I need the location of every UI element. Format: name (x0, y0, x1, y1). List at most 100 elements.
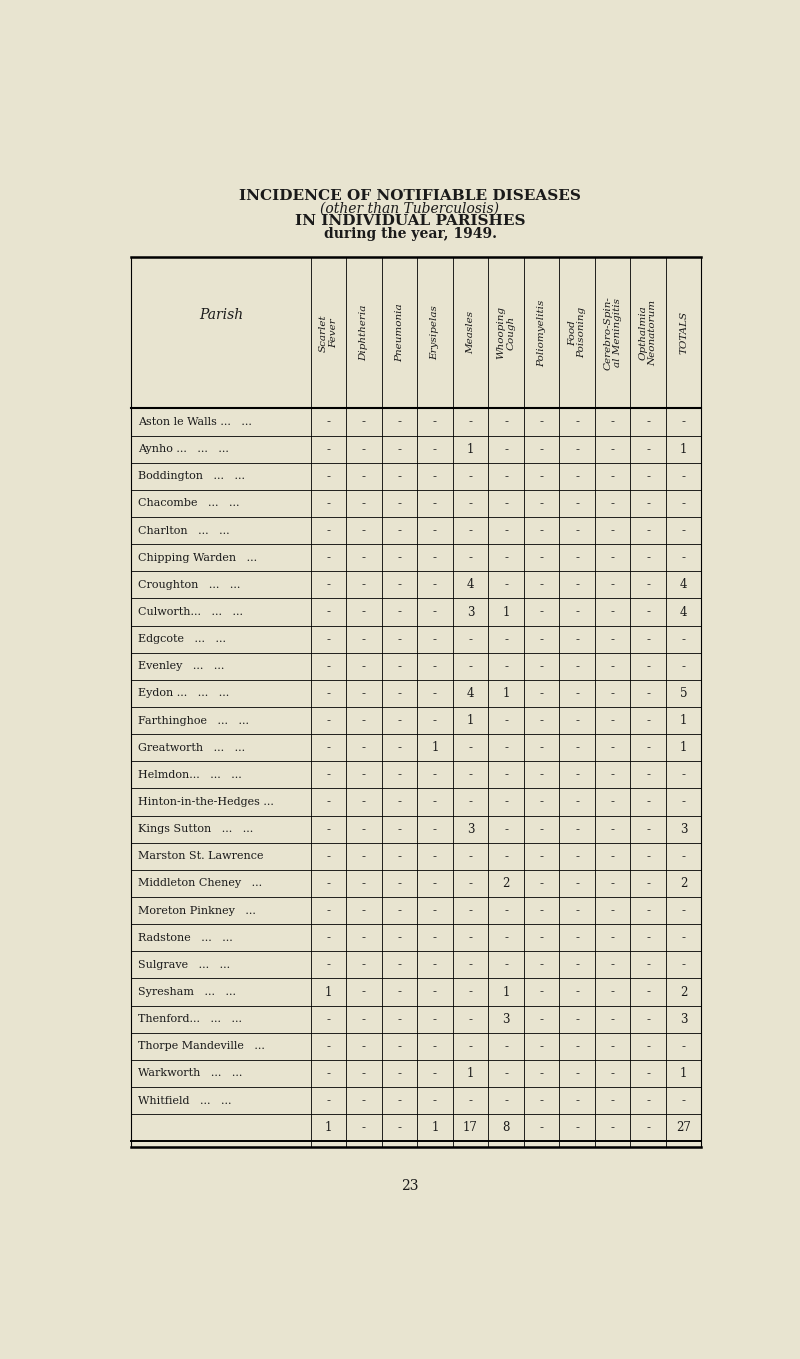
Text: 1: 1 (467, 443, 474, 455)
Text: -: - (469, 877, 473, 890)
Text: -: - (575, 1121, 579, 1135)
Text: -: - (646, 1067, 650, 1080)
Text: -: - (539, 1121, 543, 1135)
Text: -: - (610, 633, 614, 646)
Text: -: - (646, 552, 650, 564)
Text: -: - (610, 877, 614, 890)
Text: -: - (504, 713, 508, 727)
Text: -: - (504, 416, 508, 428)
Text: -: - (326, 795, 330, 809)
Text: -: - (539, 768, 543, 781)
Text: -: - (433, 849, 437, 863)
Text: -: - (362, 904, 366, 917)
Text: -: - (682, 552, 686, 564)
Text: -: - (575, 958, 579, 972)
Text: -: - (362, 1012, 366, 1026)
Text: -: - (610, 1121, 614, 1135)
Text: -: - (398, 849, 402, 863)
Text: -: - (646, 713, 650, 727)
Text: 1: 1 (680, 443, 687, 455)
Text: -: - (469, 849, 473, 863)
Text: -: - (539, 1012, 543, 1026)
Text: -: - (362, 470, 366, 482)
Text: -: - (398, 822, 402, 836)
Text: Scarlet
Fever: Scarlet Fever (319, 314, 338, 352)
Text: -: - (504, 741, 508, 754)
Text: -: - (575, 713, 579, 727)
Text: -: - (539, 849, 543, 863)
Text: -: - (362, 633, 366, 646)
Text: -: - (646, 931, 650, 945)
Text: -: - (610, 497, 614, 510)
Text: -: - (326, 470, 330, 482)
Text: -: - (326, 877, 330, 890)
Text: -: - (575, 579, 579, 591)
Text: -: - (398, 795, 402, 809)
Text: -: - (433, 877, 437, 890)
Text: -: - (575, 443, 579, 455)
Text: -: - (433, 931, 437, 945)
Text: -: - (504, 1094, 508, 1108)
Text: IN INDIVIDUAL PARISHES: IN INDIVIDUAL PARISHES (294, 215, 526, 228)
Text: -: - (362, 795, 366, 809)
Text: -: - (646, 633, 650, 646)
Text: -: - (646, 741, 650, 754)
Text: -: - (504, 795, 508, 809)
Text: -: - (610, 795, 614, 809)
Text: -: - (610, 1040, 614, 1053)
Text: -: - (575, 633, 579, 646)
Text: -: - (469, 416, 473, 428)
Text: -: - (362, 849, 366, 863)
Text: -: - (646, 606, 650, 618)
Text: -: - (326, 768, 330, 781)
Text: -: - (539, 525, 543, 537)
Text: -: - (575, 686, 579, 700)
Text: Evenley   ...   ...: Evenley ... ... (138, 662, 224, 671)
Text: -: - (469, 470, 473, 482)
Text: -: - (433, 768, 437, 781)
Text: -: - (539, 1067, 543, 1080)
Text: -: - (575, 931, 579, 945)
Text: -: - (610, 822, 614, 836)
Text: -: - (326, 633, 330, 646)
Text: -: - (539, 741, 543, 754)
Text: -: - (610, 849, 614, 863)
Text: -: - (539, 877, 543, 890)
Text: -: - (398, 552, 402, 564)
Text: -: - (539, 552, 543, 564)
Text: -: - (362, 579, 366, 591)
Text: -: - (469, 985, 473, 999)
Text: -: - (682, 1040, 686, 1053)
Text: -: - (646, 985, 650, 999)
Text: -: - (433, 525, 437, 537)
Text: -: - (469, 904, 473, 917)
Text: Whitfield   ...   ...: Whitfield ... ... (138, 1095, 231, 1106)
Text: -: - (433, 497, 437, 510)
Text: Farthinghoe   ...   ...: Farthinghoe ... ... (138, 716, 249, 726)
Text: -: - (646, 1012, 650, 1026)
Text: -: - (610, 1012, 614, 1026)
Text: Pneumonia: Pneumonia (395, 303, 404, 363)
Text: 1: 1 (325, 1121, 332, 1135)
Text: -: - (682, 1094, 686, 1108)
Text: Whooping
Cough: Whooping Cough (497, 306, 515, 359)
Text: -: - (575, 822, 579, 836)
Text: -: - (610, 1067, 614, 1080)
Text: -: - (610, 416, 614, 428)
Text: -: - (362, 497, 366, 510)
Text: -: - (504, 633, 508, 646)
Text: INCIDENCE OF NOTIFIABLE DISEASES: INCIDENCE OF NOTIFIABLE DISEASES (239, 189, 581, 204)
Text: -: - (433, 1067, 437, 1080)
Text: -: - (646, 958, 650, 972)
Text: Aynho ...   ...   ...: Aynho ... ... ... (138, 444, 229, 454)
Text: Thorpe Mandeville   ...: Thorpe Mandeville ... (138, 1041, 265, 1052)
Text: -: - (682, 795, 686, 809)
Text: -: - (398, 660, 402, 673)
Text: 2: 2 (680, 877, 687, 890)
Text: -: - (326, 822, 330, 836)
Text: -: - (575, 795, 579, 809)
Text: 1: 1 (502, 606, 510, 618)
Text: -: - (646, 1121, 650, 1135)
Text: -: - (610, 579, 614, 591)
Text: Warkworth   ...   ...: Warkworth ... ... (138, 1068, 242, 1079)
